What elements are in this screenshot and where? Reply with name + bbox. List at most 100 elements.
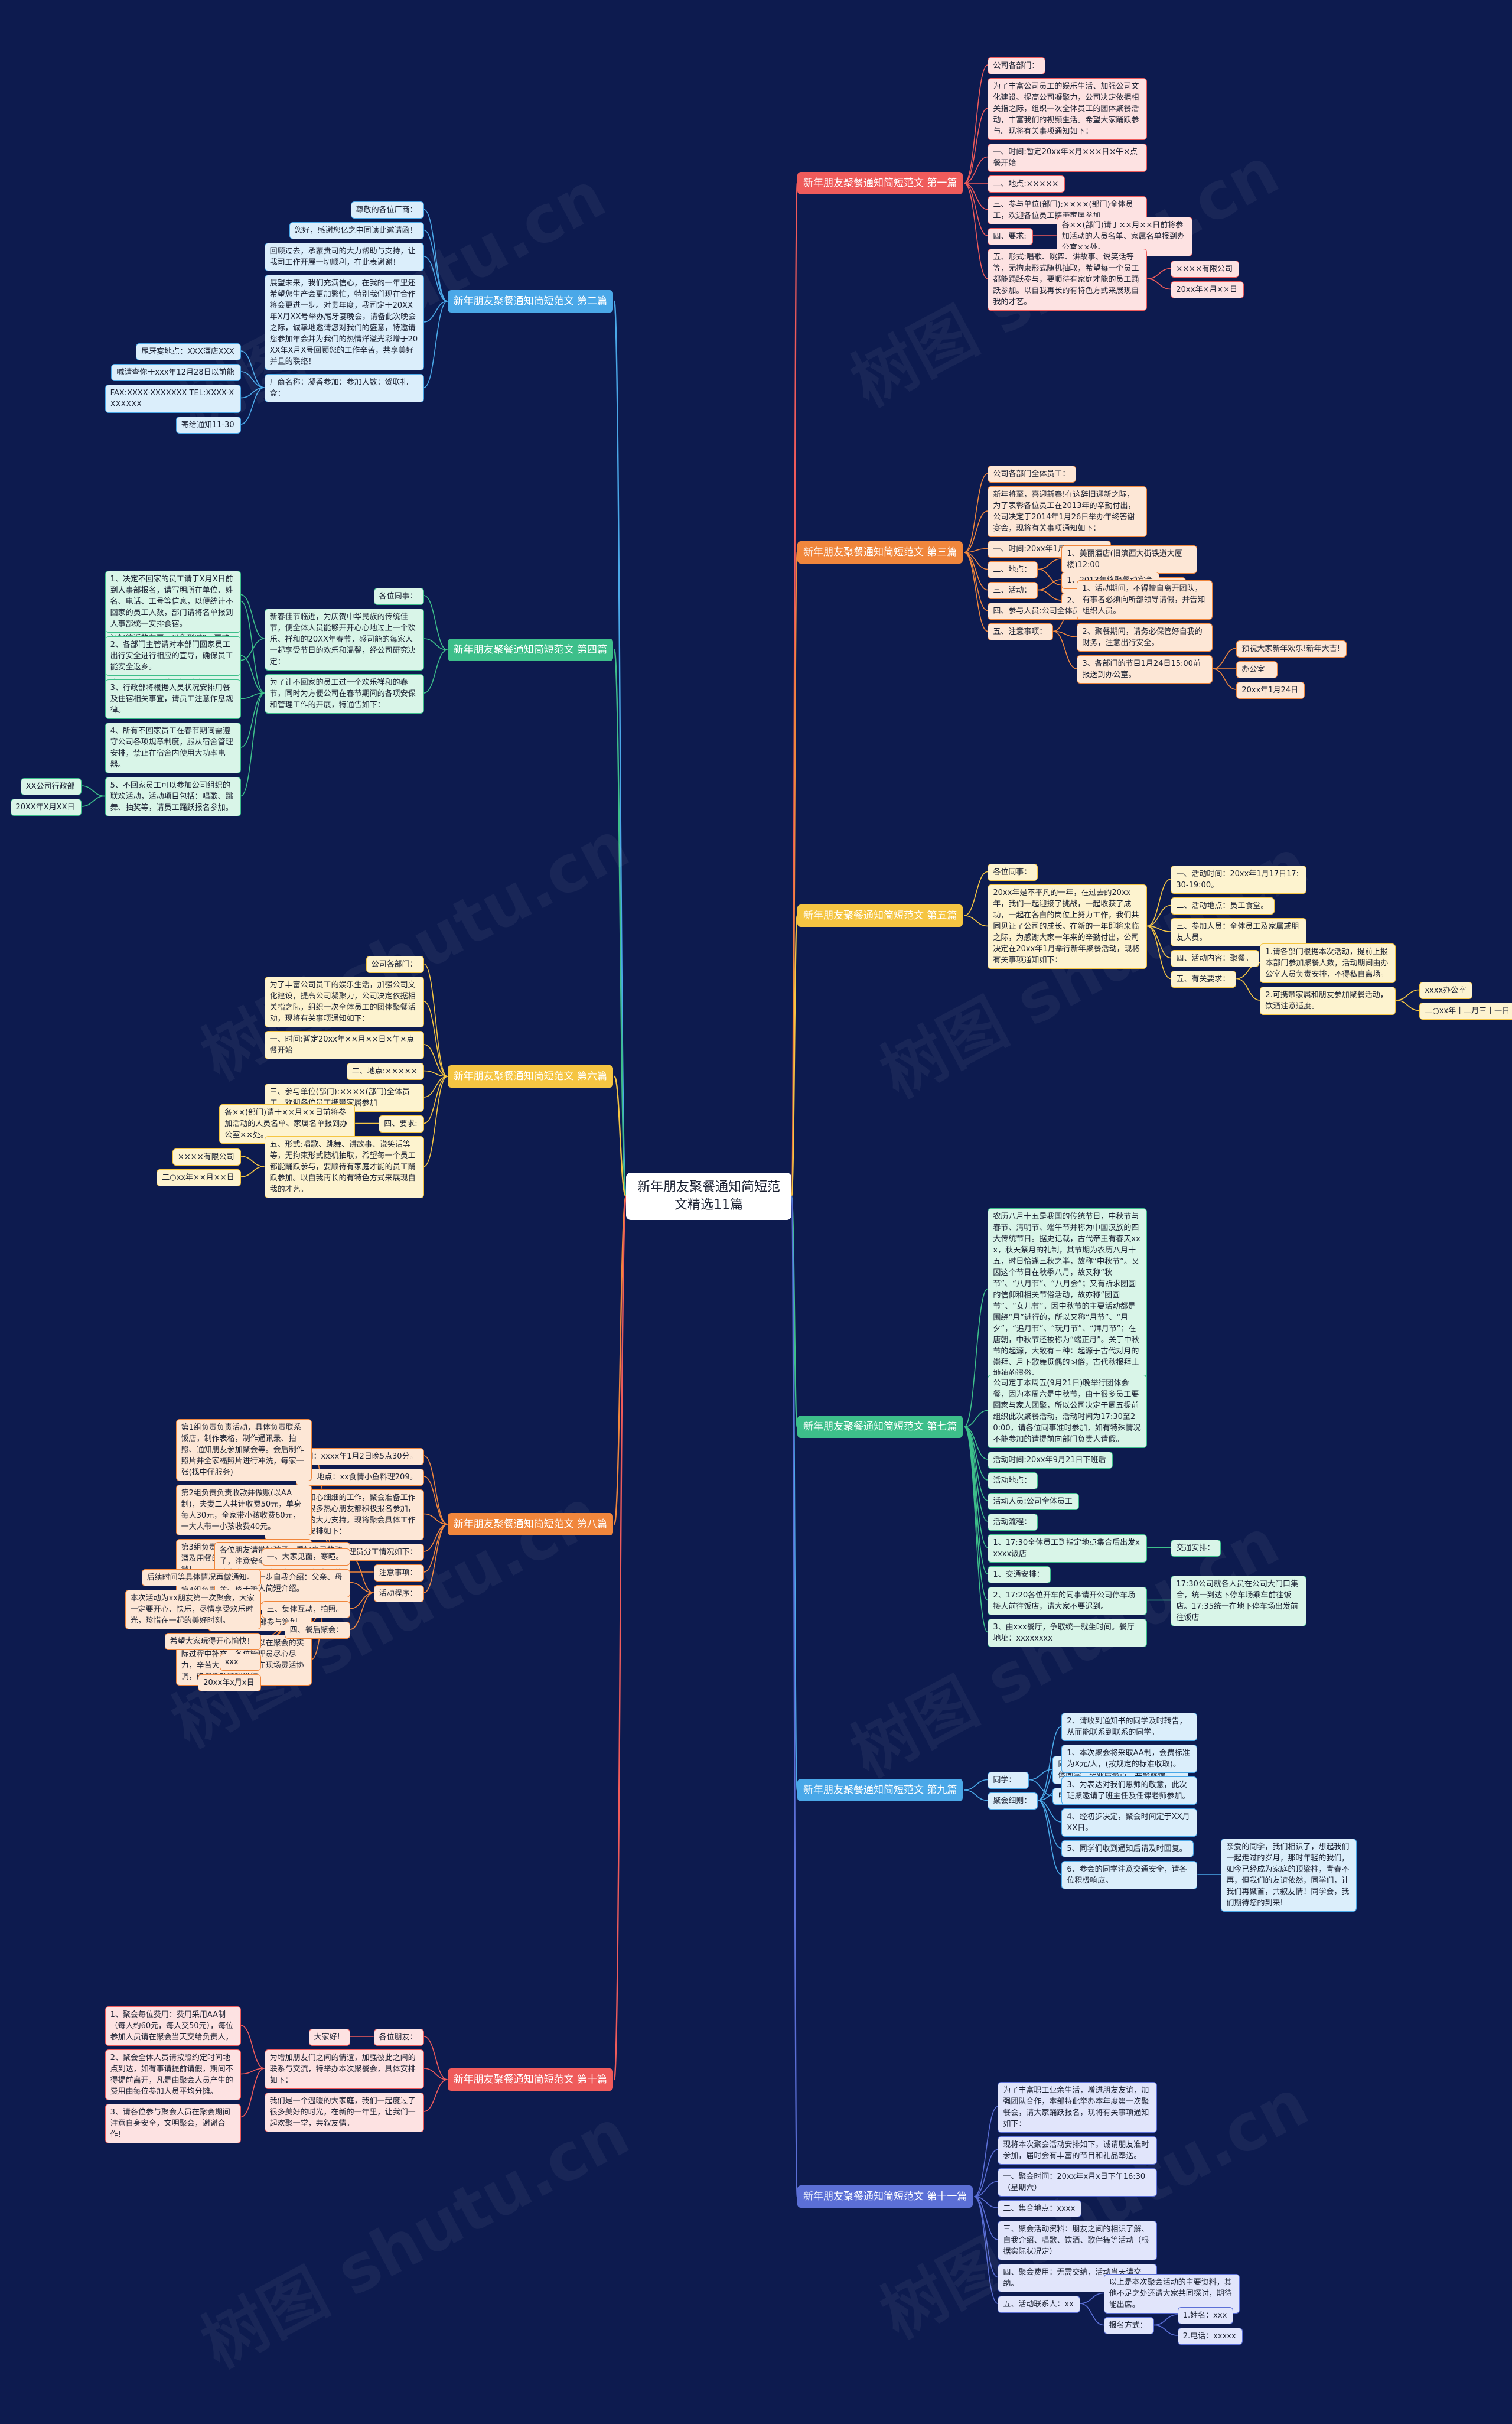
branch-item[interactable]: 各位朋友： — [373, 2028, 424, 2046]
branch-item[interactable]: 1、本次聚会将采取AA制，会费标准为X元/人，(按规定的标准收取)。 — [1061, 1745, 1198, 1773]
branch-item[interactable]: 喊请查你于xxx年12月28日以前能 — [111, 363, 241, 381]
branch-topic[interactable]: 新年朋友聚餐通知简短范文 第五篇 — [797, 904, 963, 927]
branch-item[interactable]: 交通安排： — [1171, 1540, 1221, 1557]
branch-item[interactable]: 为了让不回家的员工过一个欢乐祥和的春节，同时为方便公司在春节期间的各项安保和管理… — [264, 673, 424, 714]
branch-item[interactable]: 四、参与人员:公司全体员工 — [988, 603, 1094, 620]
branch-topic[interactable]: 新年朋友聚餐通知简短范文 第一篇 — [797, 172, 963, 194]
branch-item[interactable]: ××××有限公司 — [172, 1148, 241, 1166]
branch-item[interactable]: 聚会细则： — [988, 1792, 1038, 1810]
branch-item[interactable]: 五、形式:唱歌、跳舞、讲故事、说笑话等等，无拘束形式随机抽取，希望每一个员工都能… — [264, 1136, 424, 1198]
branch-item[interactable]: 2、各部门主管请对本部门回家员工出行安全进行相应的宣导，确保员工能安全返乡。 — [105, 636, 241, 676]
branch-item[interactable]: 后续时间等具体情况再做通知。 — [141, 1569, 261, 1586]
branch-item[interactable]: 1、美丽酒店(旧滨西大街铁道大厦楼)12:00 — [1061, 545, 1198, 574]
branch-topic[interactable]: 新年朋友聚餐通知简短范文 第十一篇 — [797, 2185, 973, 2208]
branch-item[interactable]: 活动地点： — [988, 1472, 1038, 1489]
branch-item[interactable]: 1、聚会每位费用：费用采用AA制（每人约60元，每人交50元），每位参加人员请在… — [105, 2006, 241, 2046]
branch-item[interactable]: 五、活动联系人：xx — [998, 2295, 1080, 2313]
branch-item[interactable]: 1.姓名：xxx — [1177, 2306, 1234, 2324]
branch-item[interactable]: 活动流程： — [988, 1513, 1038, 1531]
branch-item[interactable]: 四、餐后聚会： — [284, 1621, 350, 1639]
branch-topic[interactable]: 新年朋友聚餐通知简短范文 第九篇 — [797, 1779, 963, 1801]
branch-topic[interactable]: 新年朋友聚餐通知简短范文 第三篇 — [797, 541, 963, 564]
branch-item[interactable]: 第1组负责负责活动，具体负责联系饭店，制作表格，制作通讯录、拍照、通知朋友参加聚… — [175, 1418, 312, 1481]
branch-item[interactable]: 2、聚餐期间，请务必保管好自我的财务，注意出行安全。 — [1077, 623, 1213, 652]
branch-item[interactable]: 3、请各位参与聚会人员在聚会期间注意自身安全，文明聚会，谢谢合作! — [105, 2103, 241, 2143]
branch-item[interactable]: 五、有关要求： — [1171, 971, 1237, 988]
branch-item[interactable]: 2.可携带家属和朋友参加聚餐活动，饮酒注意适度。 — [1260, 987, 1396, 1015]
branch-item[interactable]: 二、地点： — [988, 561, 1038, 578]
branch-item[interactable]: 20xx年1月24日 — [1236, 681, 1305, 699]
branch-item[interactable]: 四、活动内容：聚餐。 — [1171, 950, 1260, 967]
branch-item[interactable]: 2、17:20各位开车的同事请开公司停车场接人前往饭店，请大家不要迟到。 — [988, 1586, 1148, 1615]
branch-item[interactable]: 五、形式:唱歌、跳舞、讲故事、说笑话等等，无拘束形式随机抽取，希望每一个员工都能… — [988, 248, 1148, 311]
branch-item[interactable]: 寄给通知11-30 — [175, 416, 241, 434]
branch-item[interactable]: 5、同学们收到通知后请及时回复。 — [1061, 1840, 1194, 1857]
branch-item[interactable]: 以上是本次聚会活动的主要资料，其他不足之处还请大家共同探讨，期待能出席。 — [1103, 2274, 1240, 2314]
branch-item[interactable]: 新年将至，喜迎新春!在这辞旧迎新之际，为了表彰各位员工在2013年的辛勤付出，公… — [988, 486, 1148, 537]
branch-item[interactable]: 管理员分工情况如下： — [335, 1543, 424, 1561]
branch-item[interactable]: 大家好! — [308, 2028, 350, 2046]
branch-item[interactable]: XX公司行政部 — [20, 777, 82, 795]
branch-topic[interactable]: 新年朋友聚餐通知简短范文 第二篇 — [447, 290, 613, 313]
branch-item[interactable]: 第2组负责负责收款并做账(以AA制)，夫妻二人共计收费50元，单身每人30元，全… — [175, 1484, 312, 1535]
branch-item[interactable]: 报名方式： — [1103, 2317, 1154, 2334]
branch-item[interactable]: 4、经初步决定，聚会时间定于XX月XX日。 — [1061, 1808, 1198, 1837]
branch-item[interactable]: 1、决定不回家的员工请于X月X日前到人事部报名，请写明所在单位、姓名、电话、工号… — [105, 571, 241, 633]
branch-topic[interactable]: 新年朋友聚餐通知简短范文 第七篇 — [797, 1416, 963, 1438]
branch-topic[interactable]: 新年朋友聚餐通知简短范文 第四篇 — [447, 639, 613, 661]
branch-item[interactable]: 预祝大家新年欢乐!新年大吉! — [1236, 640, 1347, 658]
branch-item[interactable]: 我们是一个温暖的大家庭，我们一起度过了很多美好的时光，在新的一年里，让我们一起欢… — [264, 2092, 424, 2132]
branch-item[interactable]: 同学： — [988, 1772, 1029, 1789]
branch-item[interactable]: 3、为表达对我们恩师的敬意，此次班聚邀请了班主任及任课老师参加。 — [1061, 1776, 1198, 1805]
branch-item[interactable]: 您好，感谢您亿之中同读此邀请函！ — [289, 222, 424, 239]
branch-item[interactable]: 三、聚会活动资料：朋友之间的相识了解、自我介绍、唱歌、饮酒、歌伴舞等活动（根据实… — [998, 2220, 1158, 2260]
branch-item[interactable]: 2.电话：xxxxx — [1177, 2327, 1243, 2345]
branch-item[interactable]: 20xx年是不平凡的一年，在过去的20xx年，我们一起迎接了挑战，一起收获了成功… — [988, 884, 1148, 969]
branch-item[interactable]: 公司各部门： — [988, 57, 1046, 74]
branch-item[interactable]: 活动时间:20xx年9月21日下班后 — [988, 1451, 1113, 1469]
branch-item[interactable]: 厂商名称：凝香参加：参加人数：贺联礼盒： — [264, 374, 424, 402]
branch-item[interactable]: 公司各部门： — [366, 956, 424, 973]
branch-item[interactable]: 一、时间:暂定20xx年×月×××日×午×点餐开始 — [988, 143, 1148, 172]
branch-item[interactable]: 公司定于本周五(9月21日)晚举行团体会餐，因为本周六是中秋节，由于很多员工要回… — [988, 1374, 1148, 1448]
branch-item[interactable]: 1、17:30全体员工到指定地点集合后出发xxxxx饭店 — [988, 1534, 1148, 1563]
branch-item[interactable]: 展望未来，我们充满信心，在我的一年里还希望您生产会更加繁忙，特别我们现在合作将会… — [264, 275, 424, 370]
branch-item[interactable]: 办公室 — [1236, 661, 1278, 678]
branch-item[interactable]: 1、活动期间，不得擅自离开团队，有事者必须向所部领导请假，并告知组织人员。 — [1077, 580, 1213, 620]
branch-item[interactable]: 二、地点:××××× — [988, 175, 1065, 193]
branch-item[interactable]: 3、由xxx餐厅，争取统一就坐时间。餐厅地址：xxxxxxxx — [988, 1618, 1148, 1647]
branch-item[interactable]: 3、行政部将根据人员状况安排用餐及住宿相关事宜，请员工注意作息规律。 — [105, 679, 241, 719]
branch-item[interactable]: xxxx办公室 — [1419, 982, 1473, 999]
branch-item[interactable]: 为了丰富职工业余生活，增进朋友友谊，加强团队合作，本部特此举办本年度第一次聚餐会… — [998, 2081, 1158, 2133]
branch-item[interactable]: 为了丰富公司员工的娱乐生活、加强公司文化建设、提高公司凝聚力，公司决定依据相关指… — [988, 77, 1148, 140]
branch-item[interactable]: 20XX年X月XX日 — [10, 798, 82, 816]
branch-item[interactable]: 亲爱的同学，我们相识了，想起我们一起走过的岁月，那时年轻的我们，如今已经成为家庭… — [1221, 1839, 1357, 1912]
branch-item[interactable]: 希望大家玩得开心愉快！ — [164, 1632, 261, 1650]
branch-item[interactable]: 5、不回家员工可以参加公司组织的联欢活动，活动项目包括：唱歌、跳舞、抽奖等，请员… — [105, 777, 241, 816]
branch-item[interactable]: 本次活动为xx朋友第一次聚会，大家一定要开心、快乐，尽情享受欢乐时光，珍惜在一起… — [125, 1589, 261, 1629]
branch-topic[interactable]: 新年朋友聚餐通知简短范文 第六篇 — [447, 1065, 613, 1088]
branch-item[interactable]: 二、集合地点：xxxx — [998, 2200, 1082, 2217]
branch-item[interactable]: 回顾过去，承蒙贵司的大力帮助与支持，让我司工作开展一切顺利，在此表谢谢！ — [264, 243, 424, 271]
branch-item[interactable]: 注意事项： — [373, 1564, 424, 1582]
branch-item[interactable]: 二○xx年××月××日 — [157, 1169, 241, 1186]
branch-item[interactable]: 现将本次聚会活动安排如下，诚请朋友准时参加，届时会有丰富的节目和礼品奉送。 — [998, 2136, 1158, 2165]
branch-item[interactable]: 二○xx年十二月三十一日 — [1419, 1003, 1512, 1020]
branch-item[interactable]: FAX:XXXX-XXXXXXX TEL:XXXX-XXXXXXX — [105, 384, 241, 413]
branch-item[interactable]: 公司各部门全体员工： — [988, 466, 1077, 483]
branch-item[interactable]: 1、交通安排： — [988, 1566, 1051, 1583]
branch-item[interactable]: 2、请收到通知书的同学及时转告，从而能联系到联系的同学。 — [1061, 1713, 1198, 1741]
branch-item[interactable]: xxx — [219, 1653, 261, 1671]
branch-topic[interactable]: 新年朋友聚餐通知简短范文 第十篇 — [447, 2068, 613, 2091]
branch-item[interactable]: 一、聚会时间：20xx年x月x日下午16:30（星期六） — [998, 2168, 1158, 2197]
branch-item[interactable]: 20xx年×月××日 — [1171, 281, 1244, 298]
branch-item[interactable]: 二、活动地点：员工食堂。 — [1171, 897, 1275, 915]
branch-item[interactable]: 三、集体互动，拍照。 — [261, 1600, 350, 1618]
branch-item[interactable]: 各位同事： — [373, 587, 424, 605]
branch-item[interactable]: 各位同事： — [988, 864, 1038, 881]
branch-item[interactable]: 农历八月十五是我国的传统节日，中秋节与春节、清明节、端午节并称为中国汉族的四大传… — [988, 1208, 1148, 1382]
branch-item[interactable]: 一、活动时间：20xx年1月17日17:30-19:00。 — [1171, 866, 1307, 894]
branch-item[interactable]: 2、聚会全体人员请按照约定时间地点到达，如有事请提前请假，期间不得提前离开，凡是… — [105, 2049, 241, 2100]
branch-item[interactable]: 活动人员:公司全体员工 — [988, 1492, 1079, 1510]
branch-item[interactable]: 四、要求: — [379, 1115, 424, 1133]
